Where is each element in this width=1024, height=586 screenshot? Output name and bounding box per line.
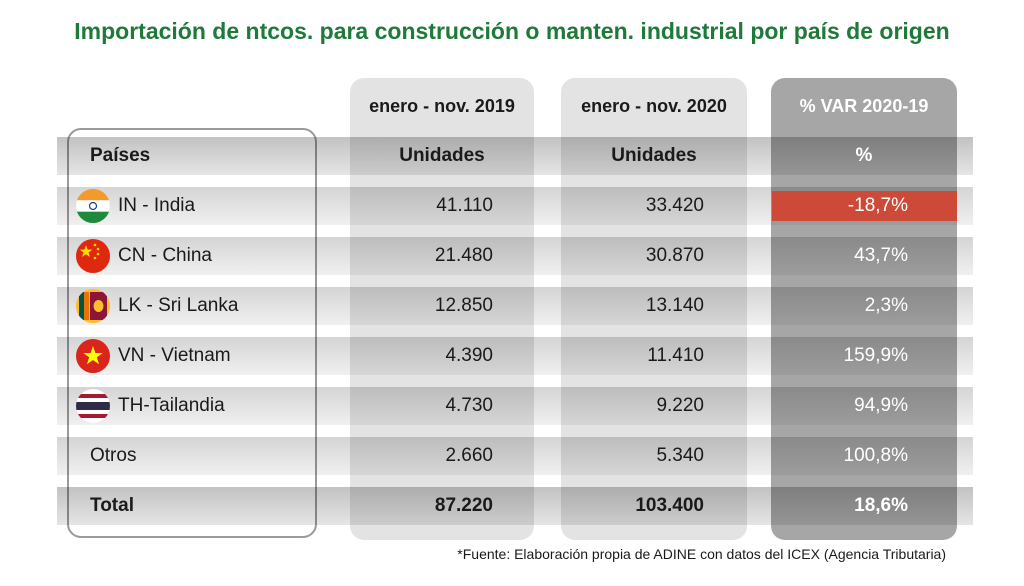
row-band [57, 387, 973, 425]
total-2020: 103.400 [635, 495, 704, 516]
value-2019: 12.850 [434, 295, 493, 316]
source-note: *Fuente: Elaboración propia de ADINE con… [457, 546, 946, 562]
china-flag-icon [76, 239, 110, 273]
header-period-2019: enero - nov. 2019 [369, 96, 515, 116]
table-row: VN - Vietnam 4.390 11.410 159,9% [0, 337, 1024, 377]
country-name: CN - China [118, 245, 212, 266]
value-var: 43,7% [854, 245, 908, 266]
header-period-2020: enero - nov. 2020 [581, 96, 727, 116]
country-name: TH-Tailandia [118, 395, 225, 416]
value-2020: 5.340 [656, 445, 704, 466]
row-band [57, 137, 973, 175]
value-var: 159,9% [843, 345, 908, 366]
country-cell: Otros [90, 437, 330, 475]
table-row: Otros 2.660 5.340 100,8% [0, 437, 1024, 477]
table-row: TH-Tailandia 4.730 9.220 94,9% [0, 387, 1024, 427]
total-label: Total [90, 495, 134, 516]
header-countries: Países [90, 145, 151, 166]
country-cell: VN - Vietnam [76, 337, 316, 375]
country-name: VN - Vietnam [118, 345, 231, 366]
header-unit-var: % [855, 145, 873, 166]
value-var: 2,3% [864, 295, 908, 316]
row-band [57, 337, 973, 375]
table-row: LK - Sri Lanka 12.850 13.140 2,3% [0, 287, 1024, 327]
country-cell: LK - Sri Lanka [76, 287, 316, 325]
panel-2019 [350, 78, 534, 540]
row-band [57, 237, 973, 275]
value-2019: 41.110 [436, 195, 493, 216]
table-total-row: Total 87.220 103.400 18,6% [0, 487, 1024, 527]
value-2020: 11.410 [647, 345, 704, 366]
thailand-flag-icon [76, 389, 110, 423]
table-header-row: Países Unidades Unidades % [0, 137, 1024, 177]
header-unit-2020: Unidades [611, 145, 697, 166]
country-cell: IN - India [76, 187, 316, 225]
table-row: IN - India 41.110 33.420 -18,7% [0, 187, 1024, 227]
value-var: 94,9% [854, 395, 908, 416]
value-2020: 30.870 [645, 245, 704, 266]
value-2020: 9.220 [656, 395, 704, 416]
row-band [57, 437, 973, 475]
country-cell: TH-Tailandia [76, 387, 316, 425]
country-cell: CN - China [76, 237, 316, 275]
value-var: 100,8% [843, 445, 908, 466]
country-name: Otros [90, 445, 137, 466]
india-flag-icon [76, 189, 110, 223]
value-var: -18,7% [847, 195, 908, 216]
total-2019: 87.220 [434, 495, 493, 516]
sri-lanka-flag-icon [76, 289, 110, 323]
value-2019: 4.730 [445, 395, 493, 416]
row-band [57, 287, 973, 325]
panel-2020 [561, 78, 747, 540]
table-row: CN - China 21.480 30.870 43,7% [0, 237, 1024, 277]
vietnam-flag-icon [76, 339, 110, 373]
panel-var [771, 78, 957, 540]
value-2019: 4.390 [445, 345, 493, 366]
country-name: LK - Sri Lanka [118, 295, 239, 316]
value-2020: 33.420 [645, 195, 704, 216]
total-label-cell: Total [90, 487, 330, 525]
value-2019: 21.480 [434, 245, 493, 266]
value-2019: 2.660 [445, 445, 493, 466]
total-var: 18,6% [854, 495, 908, 516]
row-band [57, 487, 973, 525]
country-name: IN - India [118, 195, 196, 216]
value-2020: 13.140 [645, 295, 704, 316]
header-var: % VAR 2020-19 [799, 96, 929, 116]
header-unit-2019: Unidades [399, 145, 485, 166]
negative-highlight [772, 191, 957, 221]
country-panel [67, 128, 317, 538]
page-title: Importación de ntcos. para construcción … [74, 18, 950, 44]
